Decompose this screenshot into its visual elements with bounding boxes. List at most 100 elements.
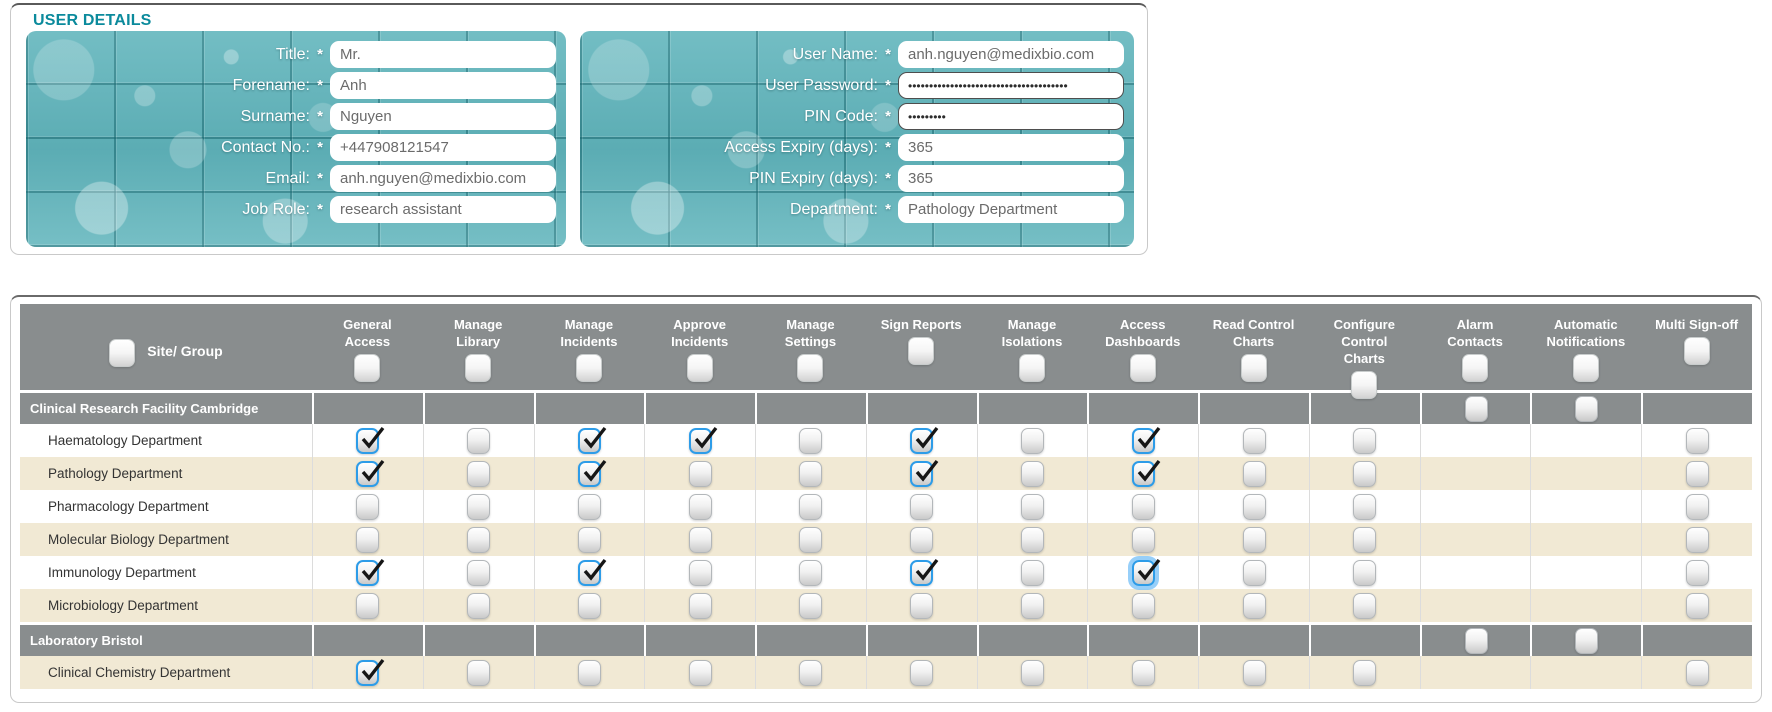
pathology-department-configure-control-charts-checkbox[interactable] [1353, 460, 1377, 487]
molecular-biology-department-general-access-checkbox[interactable] [356, 526, 380, 553]
pathology-department-read-control-charts-checkbox[interactable] [1242, 460, 1266, 487]
manage-library-select-all-checkbox[interactable] [465, 353, 492, 382]
microbiology-department-approve-incidents-checkbox[interactable] [688, 592, 712, 619]
haematology-department-read-control-charts-checkbox[interactable] [1242, 427, 1266, 454]
pathology-department-manage-settings-checkbox[interactable] [799, 460, 823, 487]
microbiology-department-manage-library-checkbox[interactable] [467, 592, 491, 619]
pin-code-input[interactable] [898, 103, 1124, 130]
haematology-department-manage-isolations-checkbox[interactable] [1020, 427, 1044, 454]
molecular-biology-department-manage-library-checkbox[interactable] [467, 526, 491, 553]
read-control-charts-select-all-checkbox[interactable] [1240, 353, 1267, 382]
molecular-biology-department-access-dashboards-checkbox[interactable] [1131, 526, 1155, 553]
pin-expiry-input[interactable] [898, 165, 1124, 192]
clinical-chemistry-department-access-dashboards-checkbox[interactable] [1131, 659, 1155, 686]
pharmacology-department-manage-library-checkbox[interactable] [467, 493, 491, 520]
pathology-department-manage-incidents-checkbox[interactable] [577, 459, 607, 487]
approve-incidents-select-all-checkbox[interactable] [686, 353, 713, 382]
immunology-department-sign-reports-checkbox[interactable] [910, 558, 939, 586]
pathology-department-manage-isolations-checkbox[interactable] [1020, 460, 1044, 487]
general-access-select-all-checkbox[interactable] [354, 353, 381, 382]
immunology-department-access-dashboards-checkbox[interactable] [1131, 558, 1161, 586]
clinical-chemistry-department-manage-incidents-checkbox[interactable] [577, 659, 601, 686]
access-dashboards-select-all-checkbox[interactable] [1129, 353, 1156, 382]
pharmacology-department-manage-settings-checkbox[interactable] [799, 493, 823, 520]
laboratory-bristol-automatic-notifications-checkbox[interactable] [1575, 627, 1599, 654]
manage-incidents-select-all-checkbox[interactable] [575, 353, 602, 382]
alarm-contacts-select-all-checkbox[interactable] [1462, 353, 1489, 382]
contact-no-input[interactable] [330, 134, 556, 161]
forename-input[interactable] [330, 72, 556, 99]
molecular-biology-department-manage-incidents-checkbox[interactable] [577, 526, 601, 553]
clinical-chemistry-department-multi-sign-off-checkbox[interactable] [1685, 659, 1709, 686]
pharmacology-department-configure-control-charts-checkbox[interactable] [1353, 493, 1377, 520]
clinical-chemistry-department-manage-library-checkbox[interactable] [467, 659, 491, 686]
clinical-chemistry-department-general-access-checkbox[interactable] [356, 658, 385, 686]
surname-input[interactable] [330, 103, 556, 130]
pharmacology-department-sign-reports-checkbox[interactable] [910, 493, 934, 520]
haematology-department-configure-control-charts-checkbox[interactable] [1353, 427, 1377, 454]
pharmacology-department-general-access-checkbox[interactable] [356, 493, 380, 520]
clinical-research-facility-cambridge-automatic-notifications-checkbox[interactable] [1575, 395, 1599, 422]
haematology-department-multi-sign-off-checkbox[interactable] [1685, 427, 1709, 454]
molecular-biology-department-configure-control-charts-checkbox[interactable] [1353, 526, 1377, 553]
email-input[interactable] [330, 165, 556, 192]
molecular-biology-department-multi-sign-off-checkbox[interactable] [1685, 526, 1709, 553]
department-input[interactable] [898, 196, 1124, 223]
pathology-department-access-dashboards-checkbox[interactable] [1131, 459, 1161, 487]
molecular-biology-department-approve-incidents-checkbox[interactable] [688, 526, 712, 553]
pharmacology-department-access-dashboards-checkbox[interactable] [1131, 493, 1155, 520]
clinical-chemistry-department-manage-isolations-checkbox[interactable] [1020, 659, 1044, 686]
haematology-department-approve-incidents-checkbox[interactable] [688, 426, 718, 454]
immunology-department-multi-sign-off-checkbox[interactable] [1685, 559, 1709, 586]
haematology-department-manage-library-checkbox[interactable] [467, 427, 491, 454]
molecular-biology-department-sign-reports-checkbox[interactable] [910, 526, 934, 553]
pharmacology-department-approve-incidents-checkbox[interactable] [688, 493, 712, 520]
immunology-department-approve-incidents-checkbox[interactable] [688, 559, 712, 586]
pathology-department-sign-reports-checkbox[interactable] [910, 459, 939, 487]
pathology-department-manage-library-checkbox[interactable] [467, 460, 491, 487]
clinical-chemistry-department-manage-settings-checkbox[interactable] [799, 659, 823, 686]
laboratory-bristol-alarm-contacts-checkbox[interactable] [1464, 627, 1488, 654]
configure-control-charts-select-all-checkbox[interactable] [1351, 370, 1378, 399]
manage-settings-select-all-checkbox[interactable] [797, 353, 824, 382]
site-group-select-all-checkbox[interactable] [109, 338, 136, 367]
haematology-department-access-dashboards-checkbox[interactable] [1131, 426, 1161, 454]
microbiology-department-general-access-checkbox[interactable] [356, 592, 380, 619]
microbiology-department-sign-reports-checkbox[interactable] [910, 592, 934, 619]
pharmacology-department-multi-sign-off-checkbox[interactable] [1685, 493, 1709, 520]
molecular-biology-department-manage-settings-checkbox[interactable] [799, 526, 823, 553]
job-role-input[interactable] [330, 196, 556, 223]
molecular-biology-department-read-control-charts-checkbox[interactable] [1242, 526, 1266, 553]
microbiology-department-multi-sign-off-checkbox[interactable] [1685, 592, 1709, 619]
pharmacology-department-manage-incidents-checkbox[interactable] [577, 493, 601, 520]
multi-sign-off-select-all-checkbox[interactable] [1683, 336, 1710, 365]
immunology-department-configure-control-charts-checkbox[interactable] [1353, 559, 1377, 586]
microbiology-department-manage-isolations-checkbox[interactable] [1020, 592, 1044, 619]
pathology-department-multi-sign-off-checkbox[interactable] [1685, 460, 1709, 487]
title-input[interactable] [330, 41, 556, 68]
user-name-input[interactable] [898, 41, 1124, 68]
haematology-department-manage-settings-checkbox[interactable] [799, 427, 823, 454]
immunology-department-manage-isolations-checkbox[interactable] [1020, 559, 1044, 586]
haematology-department-general-access-checkbox[interactable] [356, 426, 385, 454]
immunology-department-manage-incidents-checkbox[interactable] [577, 558, 607, 586]
pharmacology-department-read-control-charts-checkbox[interactable] [1242, 493, 1266, 520]
immunology-department-general-access-checkbox[interactable] [356, 558, 385, 586]
immunology-department-manage-library-checkbox[interactable] [467, 559, 491, 586]
pharmacology-department-manage-isolations-checkbox[interactable] [1020, 493, 1044, 520]
sign-reports-select-all-checkbox[interactable] [908, 336, 935, 365]
clinical-chemistry-department-sign-reports-checkbox[interactable] [910, 659, 934, 686]
automatic-notifications-select-all-checkbox[interactable] [1572, 353, 1599, 382]
haematology-department-sign-reports-checkbox[interactable] [910, 426, 939, 454]
user-password-input[interactable] [898, 72, 1124, 99]
microbiology-department-manage-settings-checkbox[interactable] [799, 592, 823, 619]
clinical-research-facility-cambridge-alarm-contacts-checkbox[interactable] [1464, 395, 1488, 422]
immunology-department-read-control-charts-checkbox[interactable] [1242, 559, 1266, 586]
pathology-department-general-access-checkbox[interactable] [356, 459, 385, 487]
haematology-department-manage-incidents-checkbox[interactable] [577, 426, 607, 454]
clinical-chemistry-department-configure-control-charts-checkbox[interactable] [1353, 659, 1377, 686]
microbiology-department-read-control-charts-checkbox[interactable] [1242, 592, 1266, 619]
microbiology-department-configure-control-charts-checkbox[interactable] [1353, 592, 1377, 619]
microbiology-department-access-dashboards-checkbox[interactable] [1131, 592, 1155, 619]
microbiology-department-manage-incidents-checkbox[interactable] [577, 592, 601, 619]
